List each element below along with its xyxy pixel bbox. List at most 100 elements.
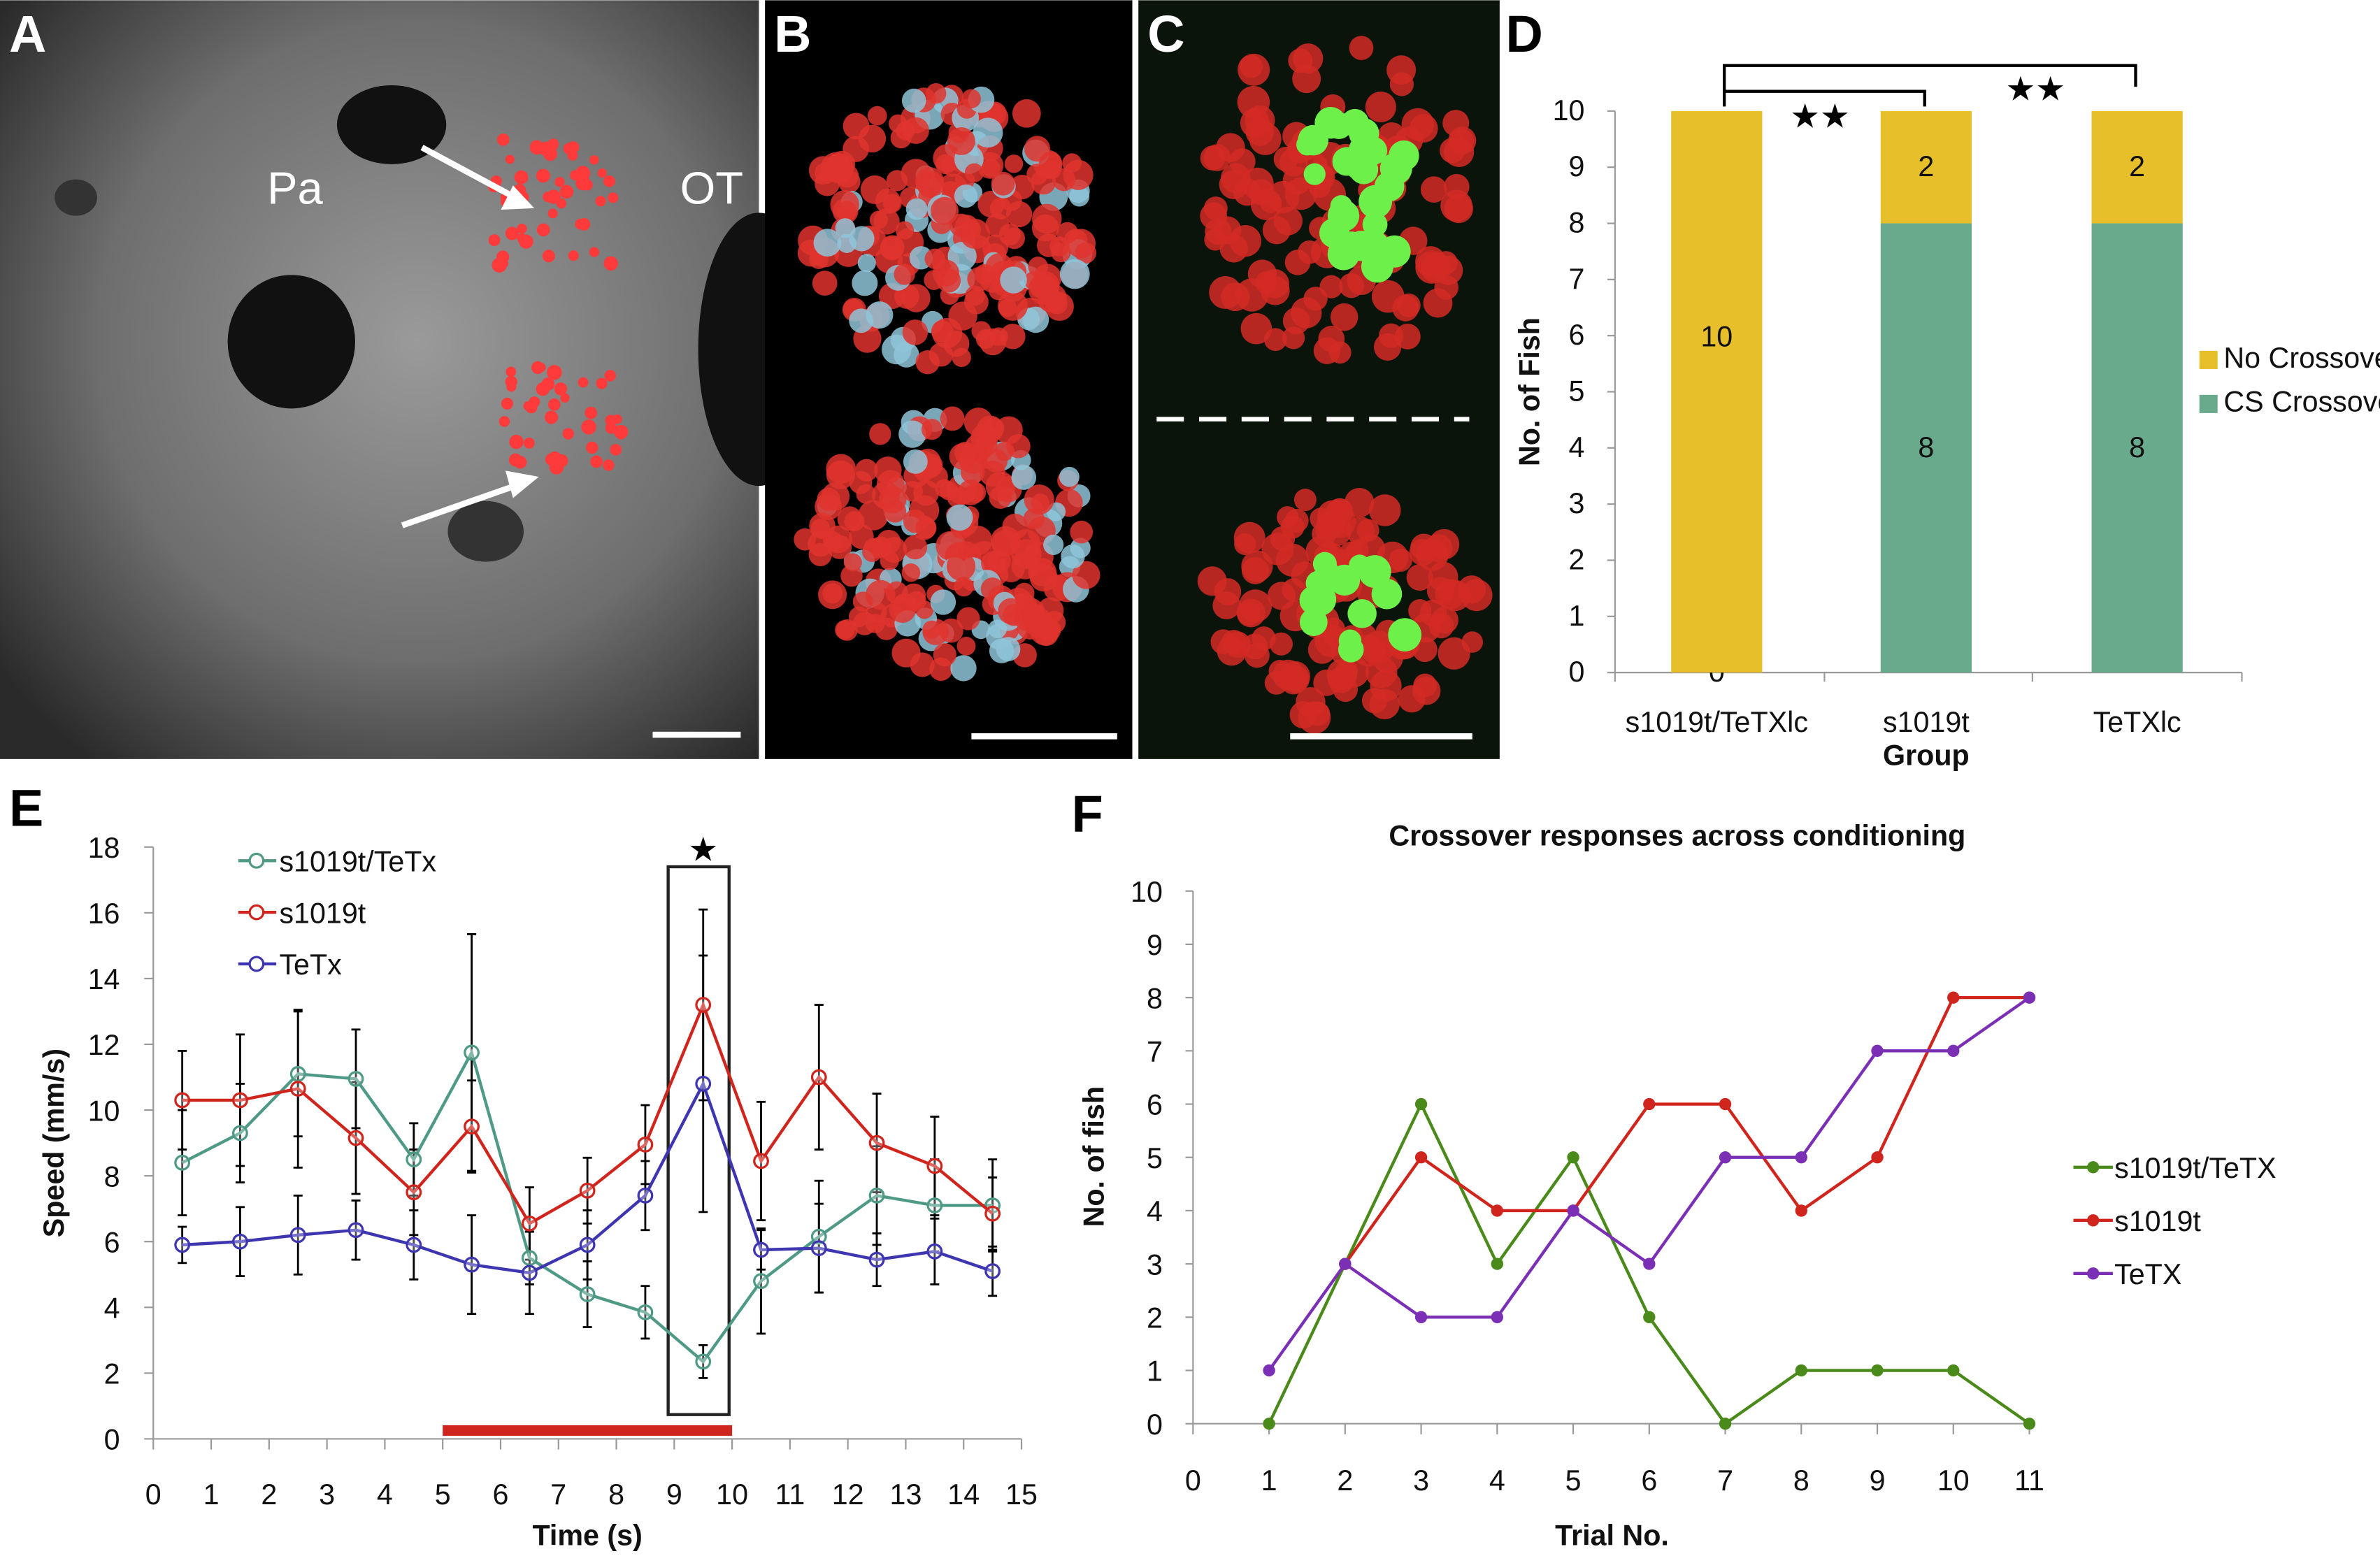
legend-label: TeTX	[2114, 1258, 2181, 1290]
cell	[1369, 689, 1400, 720]
x-tick-label: 6	[1641, 1464, 1657, 1497]
series-line-2	[182, 1079, 994, 1275]
x-tick-label: 8	[1793, 1464, 1809, 1497]
y-tick-label: 5	[1569, 375, 1585, 408]
data-point	[521, 1215, 538, 1232]
cell	[915, 517, 937, 539]
red-cell	[578, 377, 589, 388]
cell	[1237, 85, 1270, 119]
legend-label: s1019t	[2114, 1205, 2201, 1237]
cell	[1200, 145, 1226, 171]
cell	[867, 106, 887, 126]
red-cell	[603, 256, 618, 271]
x-tick-label: 4	[377, 1478, 393, 1511]
y-tick-label: 8	[104, 1160, 120, 1193]
data-point	[464, 1256, 480, 1273]
cell	[903, 535, 928, 560]
red-cell	[612, 414, 622, 424]
y-tick-label: 9	[1569, 150, 1585, 182]
cell	[843, 136, 869, 162]
cell	[882, 194, 902, 213]
red-cell	[597, 168, 607, 178]
cell	[1242, 633, 1268, 660]
cell	[1237, 601, 1261, 626]
cell	[985, 213, 1010, 238]
cell	[1197, 566, 1227, 596]
gfp-cell	[1338, 629, 1362, 652]
y-tick-label: 18	[88, 832, 120, 864]
chart-title: Crossover responses across conditioning	[1389, 820, 1965, 852]
cell	[1349, 36, 1374, 60]
red-cell	[497, 258, 508, 269]
cell	[1234, 533, 1256, 556]
cell	[1210, 629, 1236, 655]
highlight-box	[666, 865, 731, 1416]
data-point	[2023, 991, 2036, 1004]
red-cell	[559, 185, 574, 199]
arrow-icon	[401, 480, 525, 528]
legend-label: s1019t	[279, 897, 366, 929]
gfp-cell	[1303, 582, 1337, 617]
x-tick-label: 1	[203, 1478, 220, 1511]
cell	[1293, 489, 1317, 512]
x-tick-label: 9	[1870, 1464, 1886, 1497]
cell	[954, 577, 974, 597]
gfp-cell	[1328, 564, 1361, 596]
red-cell	[501, 397, 513, 410]
gfp-cell	[1346, 230, 1377, 261]
legend-marker	[2087, 1267, 2100, 1280]
red-cell	[603, 459, 615, 471]
cell	[932, 259, 960, 287]
cell	[931, 196, 959, 225]
panel-a-image: Pa OT A	[0, 0, 820, 759]
cell	[1024, 484, 1054, 515]
data-point	[406, 1237, 422, 1253]
data-label: 8	[1918, 431, 1934, 463]
red-cell	[589, 247, 599, 257]
red-cell	[505, 226, 519, 240]
legend-swatch	[2199, 394, 2218, 413]
red-cell	[545, 410, 559, 424]
data-point	[1947, 1044, 1960, 1058]
data-point	[1871, 1151, 1884, 1164]
data-point	[926, 1158, 943, 1174]
x-tick-label: 1	[1261, 1464, 1277, 1497]
series-line-1	[182, 1000, 994, 1226]
bar-cs-crossover	[2091, 223, 2183, 673]
cell	[1288, 48, 1313, 73]
scale-bar	[652, 731, 741, 738]
legend-label: CS Crossover	[2223, 386, 2380, 418]
cell	[1310, 507, 1332, 530]
y-tick-label: 16	[88, 898, 120, 930]
data-point	[347, 1130, 364, 1146]
red-cell	[543, 191, 554, 203]
cell	[852, 270, 878, 296]
data-point	[1719, 1151, 1732, 1164]
cell	[1010, 174, 1035, 200]
cell	[1000, 266, 1027, 294]
cell	[946, 504, 973, 531]
red-cell	[603, 175, 615, 187]
cell	[875, 617, 898, 640]
cell	[1401, 108, 1434, 141]
panel-label-a: A	[9, 5, 46, 63]
data-point	[174, 1092, 191, 1109]
cell	[902, 319, 929, 345]
cell	[901, 563, 921, 582]
cell	[835, 218, 855, 238]
data-point	[926, 1243, 943, 1260]
red-cell	[608, 192, 619, 203]
red-cell	[488, 234, 501, 247]
cell	[1273, 659, 1304, 691]
series-line-0	[181, 1049, 993, 1364]
label-ot: OT	[680, 162, 743, 213]
data-point	[1414, 1097, 1428, 1111]
x-tick-label: 0	[145, 1478, 162, 1511]
cell	[898, 420, 926, 448]
cell	[1346, 517, 1375, 545]
cell	[1276, 506, 1299, 528]
significance-bracket	[1722, 89, 1926, 107]
data-point	[868, 1251, 885, 1268]
gfp-cell	[1340, 108, 1369, 137]
